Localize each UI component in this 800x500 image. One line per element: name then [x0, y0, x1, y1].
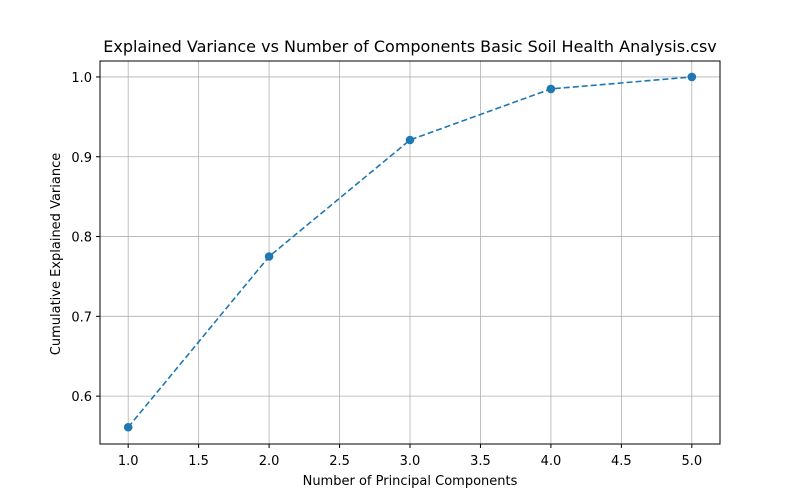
y-tick-label: 0.9 — [71, 151, 92, 166]
x-tick-label: 4.0 — [541, 454, 562, 469]
series-line — [127, 76, 692, 428]
tick-layer: 1.0 1.5 2.0 2.5 3.0 3.5 4.0 4.5 5.0 0.6 0.7 0.8 0.9 1… — [71, 71, 702, 469]
x-tick-label: 1.0 — [118, 454, 139, 469]
x-tick-label: 5.0 — [681, 454, 702, 469]
y-tick-label: 0.6 — [71, 390, 92, 405]
data-point — [123, 422, 133, 432]
series-layer — [123, 72, 697, 432]
x-tick-label: 2.0 — [259, 454, 280, 469]
data-point — [546, 84, 556, 94]
y-axis-label: Cumulative Explained Variance — [49, 153, 64, 355]
y-tick-label: 0.8 — [71, 231, 92, 246]
x-tick-label: 2.5 — [329, 454, 350, 469]
grid-layer — [100, 61, 720, 444]
x-tick-label: 3.0 — [400, 454, 421, 469]
data-point — [264, 252, 274, 261]
data-point — [405, 135, 415, 145]
x-tick-label: 4.5 — [611, 454, 632, 469]
data-point — [687, 72, 697, 82]
y-tick-label: 0.7 — [71, 310, 92, 325]
chart-title: Explained Variance vs Number of Componen… — [103, 37, 717, 56]
x-tick-label: 3.5 — [470, 454, 491, 469]
x-tick-label: 1.5 — [188, 454, 209, 469]
x-axis-label: Number of Principal Components — [303, 474, 518, 489]
y-tick-label: 1.0 — [71, 71, 92, 86]
